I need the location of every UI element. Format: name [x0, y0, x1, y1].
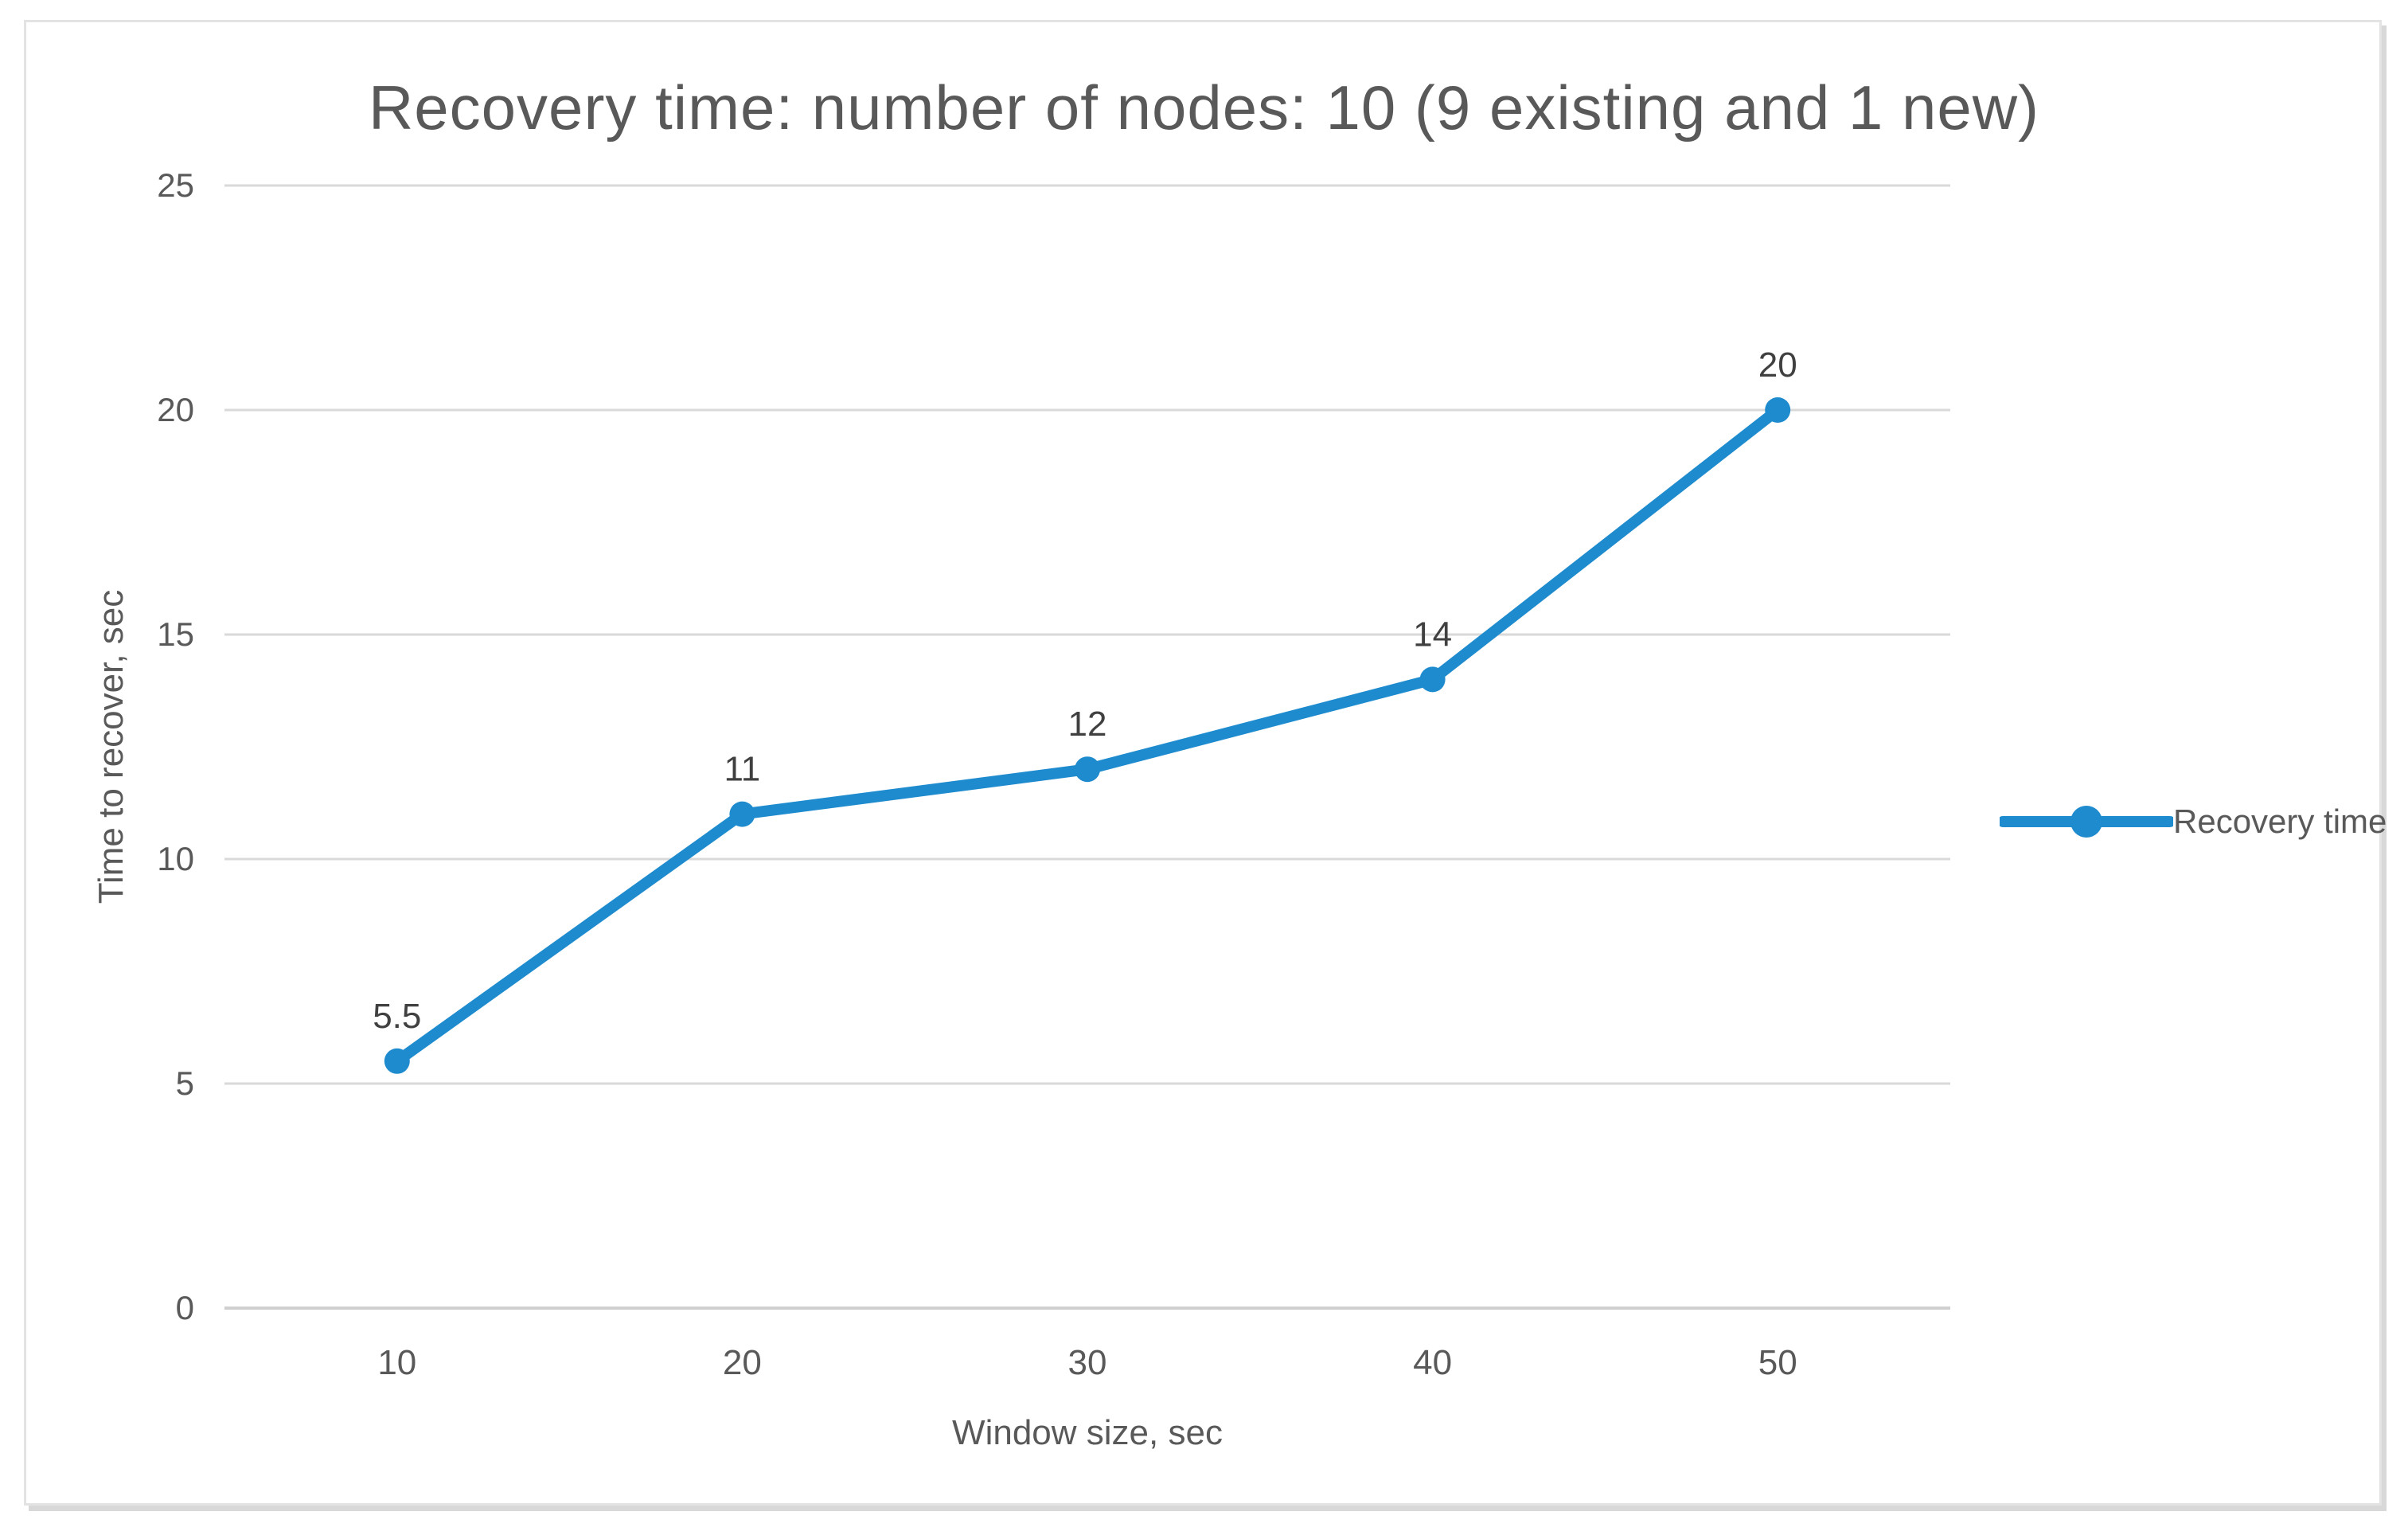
x-tick-label-40: 40	[1413, 1343, 1452, 1382]
chart-frame	[24, 20, 2382, 1506]
chart-title: Recovery time: number of nodes: 10 (9 ex…	[368, 72, 2040, 143]
x-tick-label-50: 50	[1758, 1343, 1797, 1382]
legend-label: Recovery time	[2173, 803, 2387, 840]
data-point-marker-10	[384, 1048, 410, 1074]
data-point-label-50: 20	[1758, 346, 1797, 385]
data-point-label-30: 12	[1068, 705, 1107, 744]
data-labels-group: 5.5 11 12 14 20	[373, 346, 1797, 1036]
x-tick-label-20: 20	[723, 1343, 762, 1382]
y-tick-label-25: 25	[157, 166, 194, 204]
legend: Recovery time	[2000, 790, 2387, 853]
data-point-label-10: 5.5	[373, 997, 421, 1036]
data-point-label-40: 14	[1413, 615, 1452, 654]
data-point-marker-20	[729, 801, 755, 827]
x-tick-label-30: 30	[1068, 1343, 1107, 1382]
legend-line-marker-icon	[2000, 806, 2173, 838]
x-tick-label-10: 10	[377, 1343, 416, 1382]
y-tick-label-5: 5	[176, 1064, 194, 1102]
data-point-marker-50	[1765, 397, 1791, 423]
y-axis-title: Time to recover, sec	[92, 589, 131, 904]
series-line-group	[384, 397, 1791, 1074]
x-axis-title: Window size, sec	[952, 1413, 1223, 1452]
y-axis-tick-labels-group: 0 5 10 15 20 25	[157, 166, 194, 1326]
y-tick-label-10: 10	[157, 840, 194, 877]
y-tick-label-20: 20	[157, 391, 194, 428]
data-point-marker-40	[1419, 666, 1446, 693]
gridlines-group	[224, 184, 1950, 1310]
data-point-label-20: 11	[724, 750, 761, 789]
y-tick-label-15: 15	[157, 615, 194, 653]
x-axis-tick-labels-group: 10 20 30 40 50	[377, 1343, 1797, 1382]
data-point-marker-30	[1075, 756, 1100, 783]
y-tick-label-0: 0	[176, 1289, 194, 1326]
